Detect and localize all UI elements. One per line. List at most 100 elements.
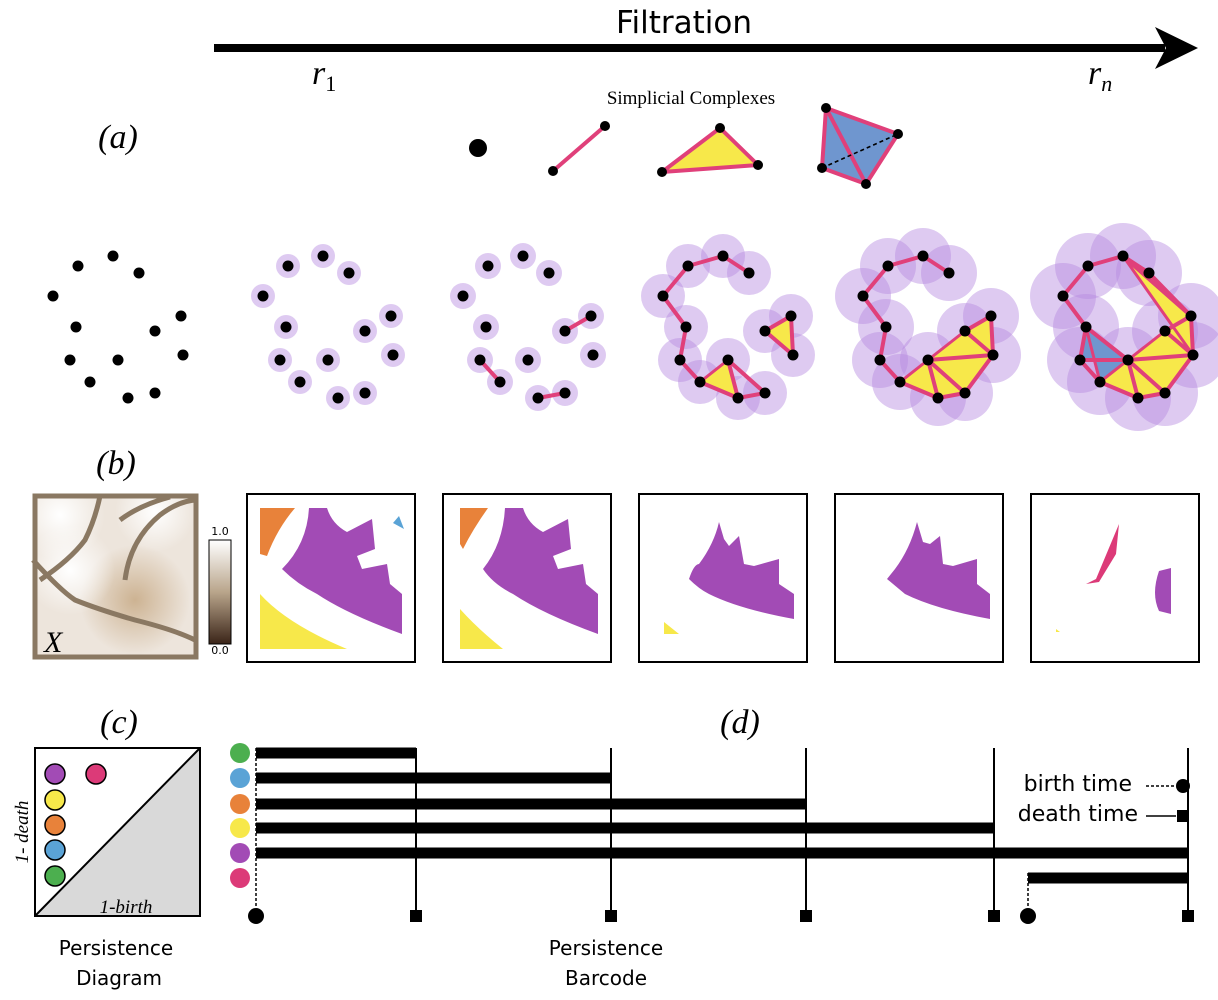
data-point	[674, 354, 686, 366]
edge-simplex	[861, 264, 890, 298]
edge-simplex	[989, 314, 995, 357]
data-point	[1074, 354, 1086, 366]
filtration-stage-6	[1030, 223, 1218, 431]
edge-simplex	[926, 353, 995, 362]
pd-point	[44, 865, 66, 887]
edge-simplex	[898, 380, 940, 400]
panel-b-label: (b)	[96, 445, 136, 482]
data-point	[274, 354, 286, 366]
barcode-color-dot	[230, 743, 250, 763]
data-point	[257, 290, 269, 302]
data-point	[522, 354, 534, 366]
edge-simplex	[1189, 314, 1195, 357]
persistence-diagram-points	[44, 763, 107, 887]
edge-simplex	[1147, 271, 1193, 318]
data-point	[882, 260, 894, 272]
superlevel-set-5	[1030, 493, 1200, 663]
data-point	[1185, 310, 1197, 322]
edge-simplex	[963, 329, 995, 357]
persistence-barcode	[230, 743, 1194, 924]
data-point	[72, 260, 84, 272]
data-point	[759, 387, 771, 399]
data-point	[1082, 260, 1094, 272]
data-point	[722, 354, 734, 366]
data-point	[743, 267, 755, 279]
panel-d-label: (d)	[720, 704, 760, 741]
edge-simplex	[1084, 325, 1130, 362]
birth-marker	[1020, 908, 1036, 924]
superlevel-set-3	[638, 493, 808, 663]
data-point	[84, 376, 96, 388]
data-point	[122, 392, 134, 404]
data-point	[985, 310, 997, 322]
data-point	[480, 321, 492, 333]
data-point	[343, 267, 355, 279]
data-point	[857, 290, 869, 302]
edge-simplex	[1061, 264, 1090, 298]
edge-simplex	[878, 325, 888, 362]
filtration-stage-2	[251, 244, 405, 410]
colorbar-min-label: 0.0	[211, 644, 229, 657]
edge-simplex	[698, 380, 740, 400]
edge-simplex	[1126, 353, 1195, 362]
edge-simplex	[726, 358, 767, 395]
death-marker	[605, 910, 617, 922]
data-point	[894, 376, 906, 388]
data-point	[874, 354, 886, 366]
superlevel-region	[689, 522, 794, 619]
data-point	[1122, 354, 1134, 366]
data-point	[587, 349, 599, 361]
data-point	[177, 349, 189, 361]
data-point	[107, 250, 119, 262]
data-point	[880, 321, 892, 333]
panel-a-label: (a)	[98, 119, 138, 156]
simplicial-complexes-title: Simplicial Complexes	[607, 88, 775, 109]
data-point	[987, 349, 999, 361]
superlevel-region	[887, 522, 990, 619]
data-point	[694, 376, 706, 388]
edge-simplex	[861, 294, 888, 329]
data-point	[359, 325, 371, 337]
data-point	[474, 354, 486, 366]
data-point	[532, 392, 544, 404]
colorbar	[208, 539, 232, 645]
data-point	[682, 260, 694, 272]
simplex-triangle	[657, 123, 763, 177]
data-point	[149, 325, 161, 337]
data-point	[585, 310, 597, 322]
edge-simplex	[726, 358, 740, 400]
edge-simplex	[789, 314, 795, 357]
data-point	[175, 310, 187, 322]
filtration-stage-5	[835, 228, 1021, 426]
legend-death-time: death time	[1018, 802, 1138, 827]
data-point	[932, 392, 944, 404]
edge-simplex	[1061, 294, 1088, 329]
data-point	[785, 310, 797, 322]
birth-marker	[248, 908, 264, 924]
edge-simplex	[661, 294, 688, 329]
data-point	[47, 290, 59, 302]
barcode-caption-line2: Barcode	[565, 966, 647, 990]
legend-birth-time: birth time	[1024, 772, 1132, 797]
scalar-field-image	[15, 470, 199, 660]
data-point	[959, 325, 971, 337]
panel-c-label: (c)	[100, 704, 138, 741]
data-point	[280, 321, 292, 333]
r-start-label: r1	[312, 55, 336, 96]
data-point	[1117, 250, 1129, 262]
data-point	[494, 376, 506, 388]
edge-simplex	[926, 358, 940, 400]
data-point	[1132, 392, 1144, 404]
death-marker	[1182, 910, 1194, 922]
filtration-title: Filtration	[616, 5, 752, 41]
edge-simplex	[1126, 358, 1167, 395]
edge-simplex	[678, 325, 688, 362]
superlevel-set-images	[246, 493, 1200, 663]
data-point	[457, 290, 469, 302]
death-marker	[988, 910, 1000, 922]
pd-point	[44, 839, 66, 861]
barcode-caption-line1: Persistence	[549, 936, 663, 960]
death-marker	[410, 910, 422, 922]
field-label-x: X	[43, 626, 64, 659]
data-point	[717, 250, 729, 262]
